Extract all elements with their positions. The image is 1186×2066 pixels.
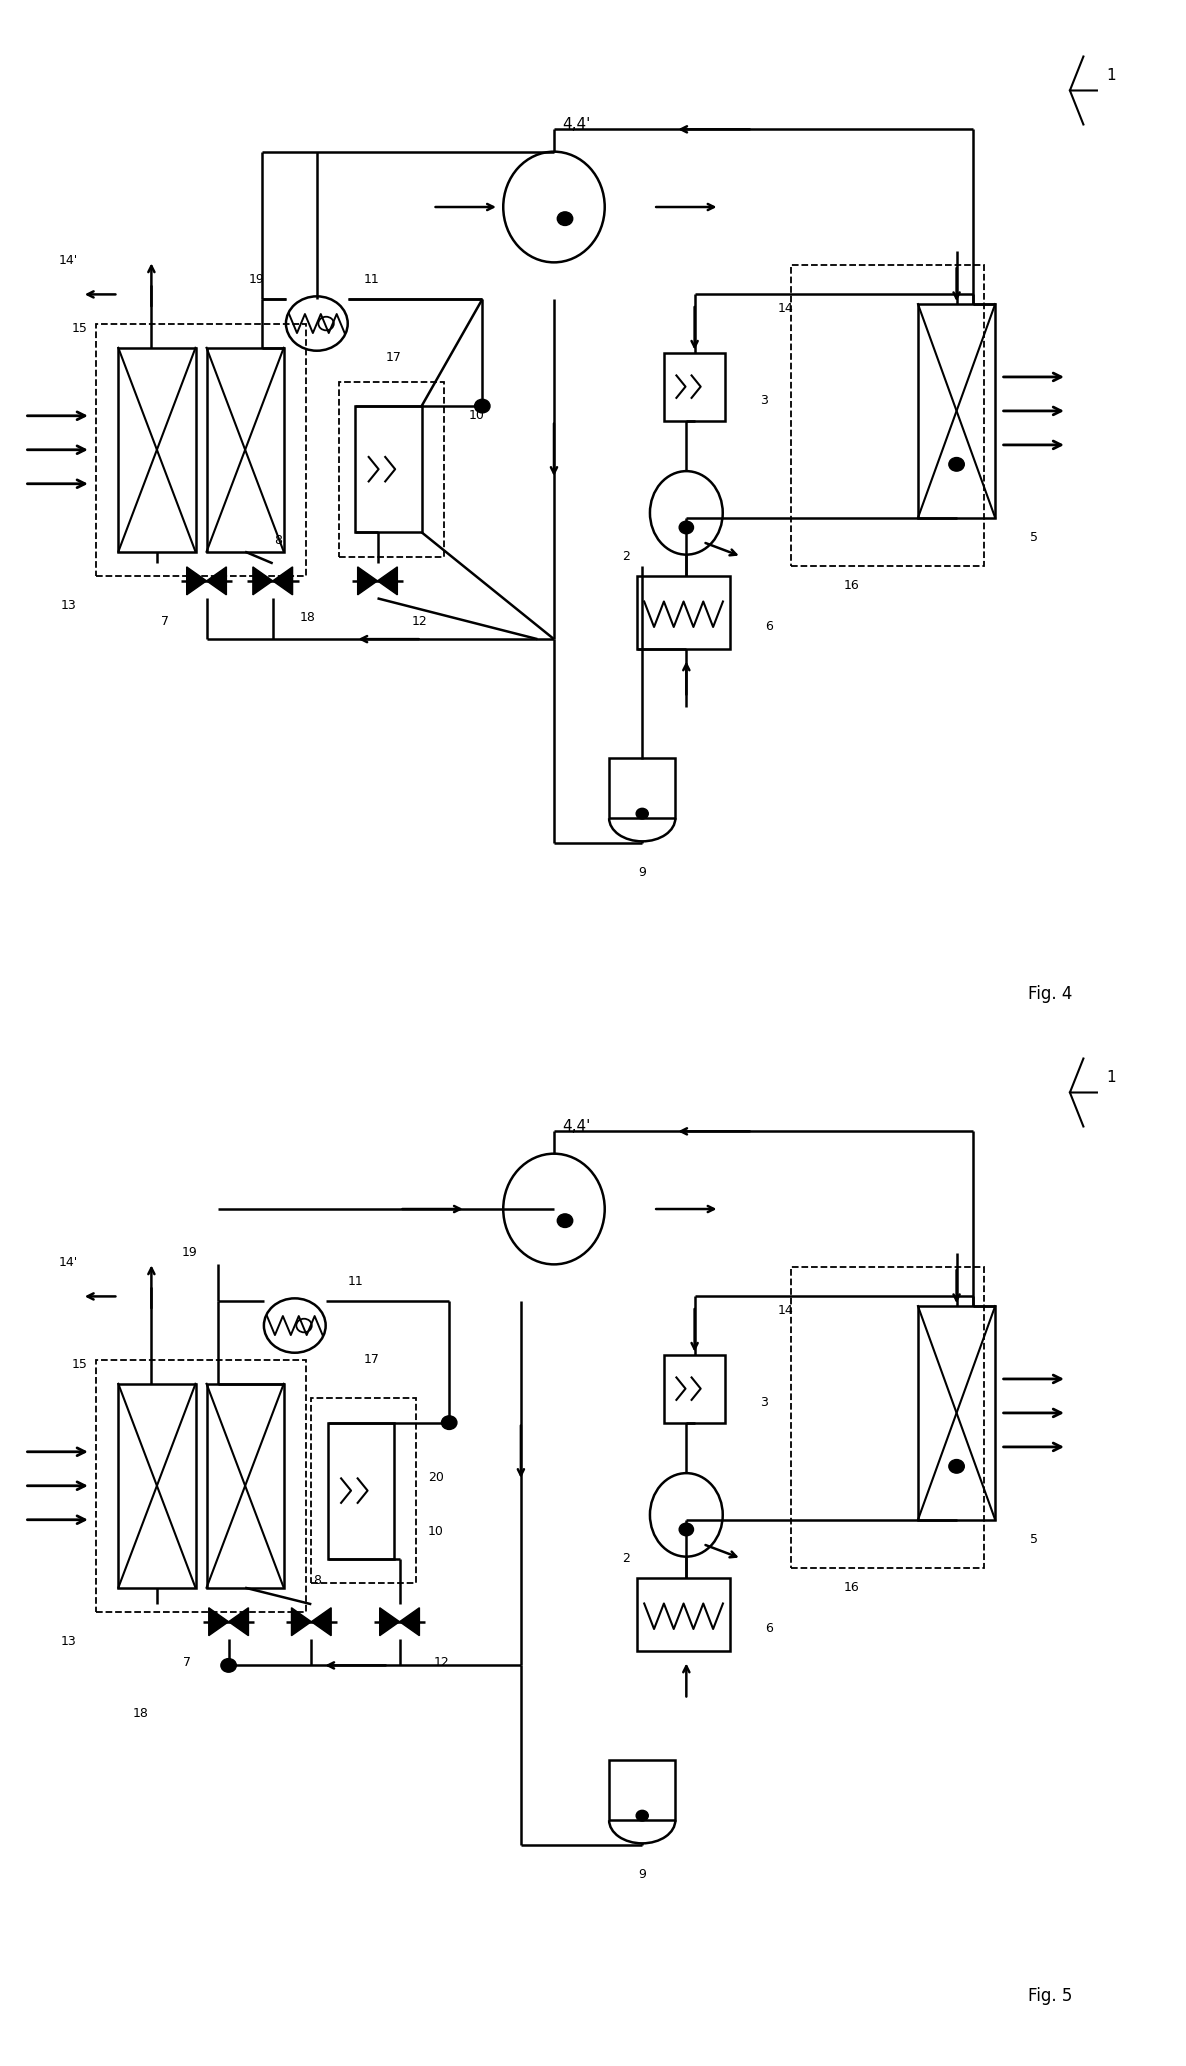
Polygon shape [209,1607,229,1636]
Circle shape [949,1459,964,1473]
Text: 15: 15 [72,1357,88,1372]
Circle shape [221,1659,236,1671]
Circle shape [557,213,573,225]
Text: 4,4': 4,4' [562,1120,591,1134]
Circle shape [680,1523,694,1535]
Circle shape [636,808,649,818]
Polygon shape [377,566,397,595]
Text: 12: 12 [434,1657,449,1669]
Text: 8: 8 [274,533,282,547]
Bar [610,1760,675,1820]
Text: 7: 7 [183,1657,191,1669]
Text: 14': 14' [59,254,78,267]
Polygon shape [229,1607,248,1636]
Text: 7: 7 [160,616,168,628]
Text: 10: 10 [428,1525,444,1537]
Polygon shape [273,566,293,595]
Text: 18: 18 [133,1707,148,1721]
Bar [791,264,984,566]
Bar [356,407,422,533]
Circle shape [474,399,490,413]
Text: 4,4': 4,4' [562,118,591,132]
Polygon shape [400,1607,420,1636]
Circle shape [557,1215,573,1227]
Bar [119,1384,196,1587]
Text: 5: 5 [1029,531,1038,543]
Text: 3: 3 [759,395,767,407]
Polygon shape [292,1607,311,1636]
Polygon shape [311,1607,331,1636]
Text: 3: 3 [759,1397,767,1409]
Text: 2: 2 [621,550,630,564]
Circle shape [636,1810,649,1820]
Text: 10: 10 [468,409,485,421]
Bar [96,1359,306,1611]
Circle shape [441,1415,457,1430]
Text: Fig. 4: Fig. 4 [1028,985,1072,1002]
Text: 1: 1 [1107,68,1116,83]
Text: 6: 6 [765,620,773,634]
Text: 13: 13 [60,1634,77,1647]
Text: 11: 11 [347,1275,363,1289]
Bar [327,1423,394,1558]
Bar [791,1266,984,1568]
Bar [664,1355,725,1423]
Bar [339,382,444,556]
Text: 14: 14 [778,302,793,316]
Text: 6: 6 [765,1622,773,1636]
Text: 11: 11 [364,273,380,287]
Text: 18: 18 [300,612,315,624]
Text: 5: 5 [1029,1533,1038,1545]
Bar [96,324,306,576]
Text: 14': 14' [59,1256,78,1269]
Bar [637,1578,731,1651]
Bar [206,347,283,552]
Text: 20: 20 [428,1471,444,1483]
Text: 2: 2 [621,1552,630,1566]
Text: 16: 16 [844,578,860,593]
Circle shape [680,521,694,533]
Polygon shape [206,566,227,595]
Polygon shape [186,566,206,595]
Text: 9: 9 [638,1868,646,1880]
Text: 19: 19 [248,273,264,287]
Bar [119,347,196,552]
Bar [637,576,731,649]
Text: 17: 17 [387,351,402,364]
Text: 8: 8 [313,1574,321,1587]
Text: 17: 17 [364,1353,380,1366]
Bar [610,758,675,818]
Text: 14: 14 [778,1304,793,1318]
Text: Fig. 5: Fig. 5 [1028,1987,1072,2004]
Circle shape [949,457,964,471]
Bar [206,1384,283,1587]
Polygon shape [253,566,273,595]
Bar [918,304,995,519]
Text: 1: 1 [1107,1070,1116,1085]
Text: 16: 16 [844,1580,860,1595]
Bar [664,353,725,421]
Bar [918,1306,995,1521]
Bar [311,1399,416,1583]
Polygon shape [358,566,377,595]
Polygon shape [380,1607,400,1636]
Text: 12: 12 [412,616,427,628]
Text: 13: 13 [60,599,77,612]
Text: 15: 15 [72,322,88,335]
Text: 19: 19 [183,1246,198,1258]
Text: 9: 9 [638,866,646,878]
